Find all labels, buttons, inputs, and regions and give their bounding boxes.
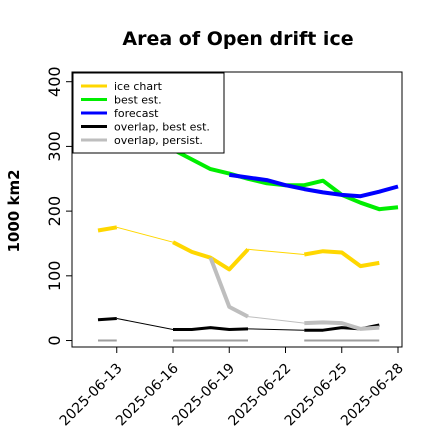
series-line-overlap-persist [304, 320, 380, 331]
series-line-overlap-persist [208, 256, 249, 319]
legend-label: forecast [114, 107, 159, 120]
series-connector-ice-chart [247, 248, 305, 255]
series-connector-ice-chart [116, 226, 174, 243]
series-line-ice-chart [97, 225, 118, 233]
legend-label: overlap, persist. [114, 134, 203, 147]
y-tick-label: 400 [45, 66, 64, 97]
legend-label: overlap, best est. [114, 121, 210, 134]
plot-frame [71, 71, 403, 348]
series-line-overlap-best-est [173, 326, 249, 331]
series-connector-overlap-best-est [116, 318, 174, 330]
y-tick-label: 0 [45, 335, 64, 345]
series-connector-overlap-best-est [247, 328, 305, 331]
legend-label: ice chart [114, 80, 163, 93]
chart-title: Area of Open drift ice [122, 28, 353, 50]
y-tick-label: 300 [45, 131, 64, 162]
y-tick-label: 100 [45, 261, 64, 292]
plot-area [97, 147, 399, 342]
series-line-ice-chart [303, 249, 380, 269]
series-line-overlap-best-est [97, 317, 117, 322]
series-line-ice-chart [172, 240, 250, 272]
series-connector-overlap-persist [247, 316, 305, 324]
legend-label: best est. [114, 94, 162, 107]
y-axis-label: 1000 km2 [5, 169, 23, 252]
series-line-best-est [172, 147, 399, 212]
series-line-forecast [229, 172, 399, 199]
y-tick-label: 200 [45, 196, 64, 227]
